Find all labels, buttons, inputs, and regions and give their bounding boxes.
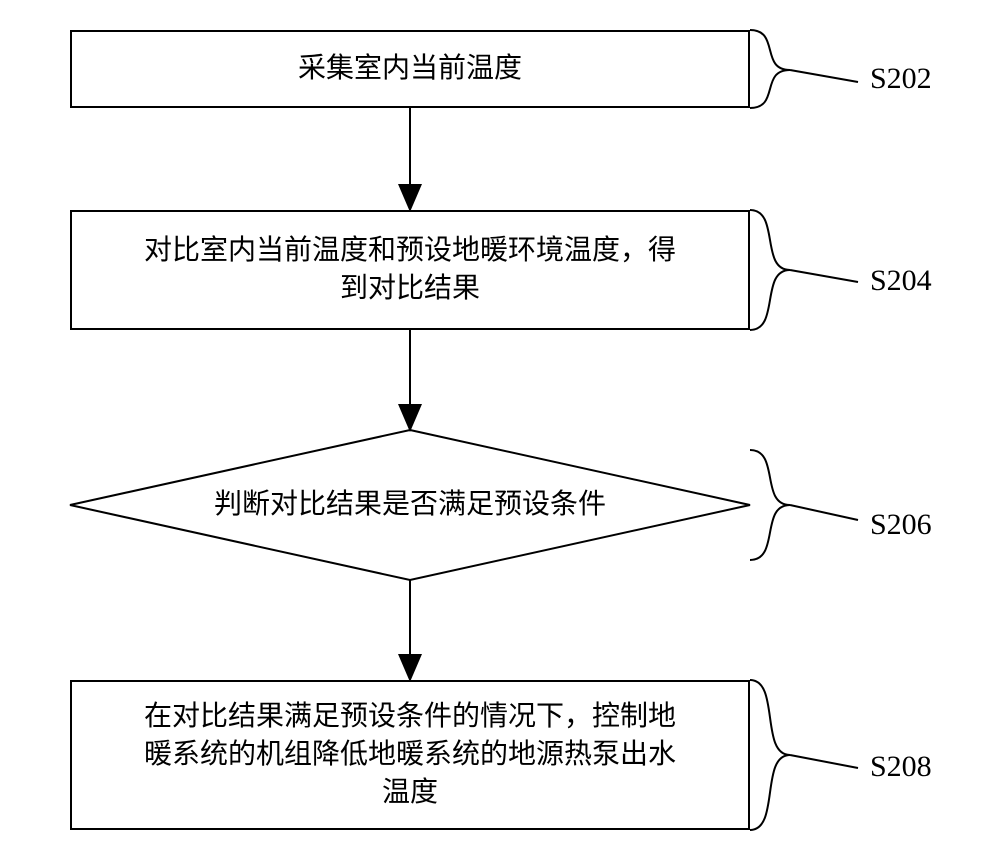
flowchart-canvas: 采集室内当前温度 对比室内当前温度和预设地暖环境温度，得到对比结果 判断对比结果… [0,0,1000,842]
step-s208-label: S208 [870,750,932,784]
step-s204-label: S204 [870,264,932,298]
brace-s208 [750,680,870,840]
brace-s202 [750,30,870,120]
brace-s206 [750,440,870,570]
step-s206-label: S206 [870,508,932,542]
brace-s204 [750,210,870,340]
step-s202-label: S202 [870,62,932,96]
